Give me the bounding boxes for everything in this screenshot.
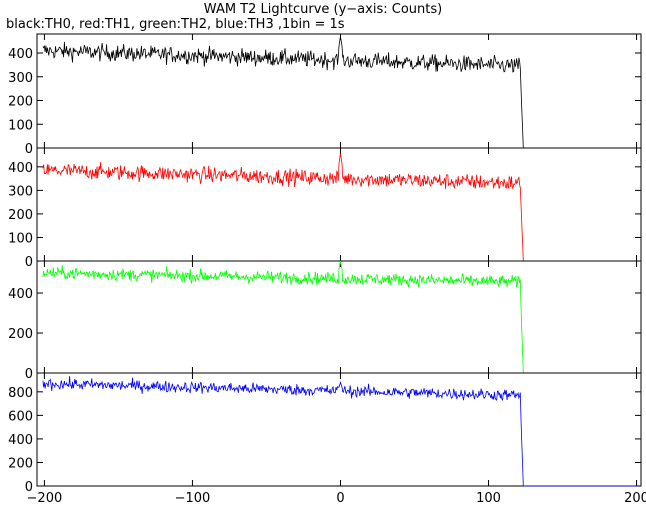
y-tick-label-th3: 800	[8, 386, 33, 401]
y-tick-label-th3: 0	[25, 480, 33, 495]
panel-frame-th2	[36, 260, 642, 374]
y-tick-label-th0: 400	[8, 47, 33, 62]
y-tick-label-th1: 100	[8, 231, 33, 246]
x-tick-label: 0	[336, 491, 344, 505]
y-tick-label-th2: 0	[25, 367, 33, 382]
y-tick-label-th3: 600	[8, 409, 33, 424]
y-tick-label-th0: 100	[8, 118, 33, 133]
x-tick-label: −100	[175, 491, 211, 505]
y-tick-label-th1: 0	[25, 255, 33, 270]
y-tick-label-th0: 200	[8, 95, 33, 110]
y-tick-label-th1: 300	[8, 184, 33, 199]
series-line-th0	[42, 36, 637, 149]
y-tick-label-th1: 400	[8, 161, 33, 176]
x-tick-label: 200	[624, 491, 646, 505]
series-line-th1	[42, 153, 637, 262]
chart-subtitle: black:TH0, red:TH1, green:TH2, blue:TH3 …	[6, 17, 345, 32]
series-line-th2	[42, 260, 637, 374]
x-tick-label: −200	[27, 491, 63, 505]
y-tick-label-th3: 400	[8, 433, 33, 448]
y-tick-label-th0: 0	[25, 142, 33, 157]
chart-title: WAM T2 Lightcurve (y−axis: Counts)	[203, 2, 443, 17]
series-line-th3	[42, 376, 637, 487]
x-tick-label: 100	[476, 491, 501, 505]
y-tick-label-th0: 300	[8, 71, 33, 86]
y-tick-label-th2: 200	[8, 327, 33, 342]
y-tick-label-th2: 400	[8, 287, 33, 302]
y-tick-label-th1: 200	[8, 208, 33, 223]
y-tick-label-th3: 200	[8, 456, 33, 471]
panel-frame-th3	[36, 372, 642, 487]
